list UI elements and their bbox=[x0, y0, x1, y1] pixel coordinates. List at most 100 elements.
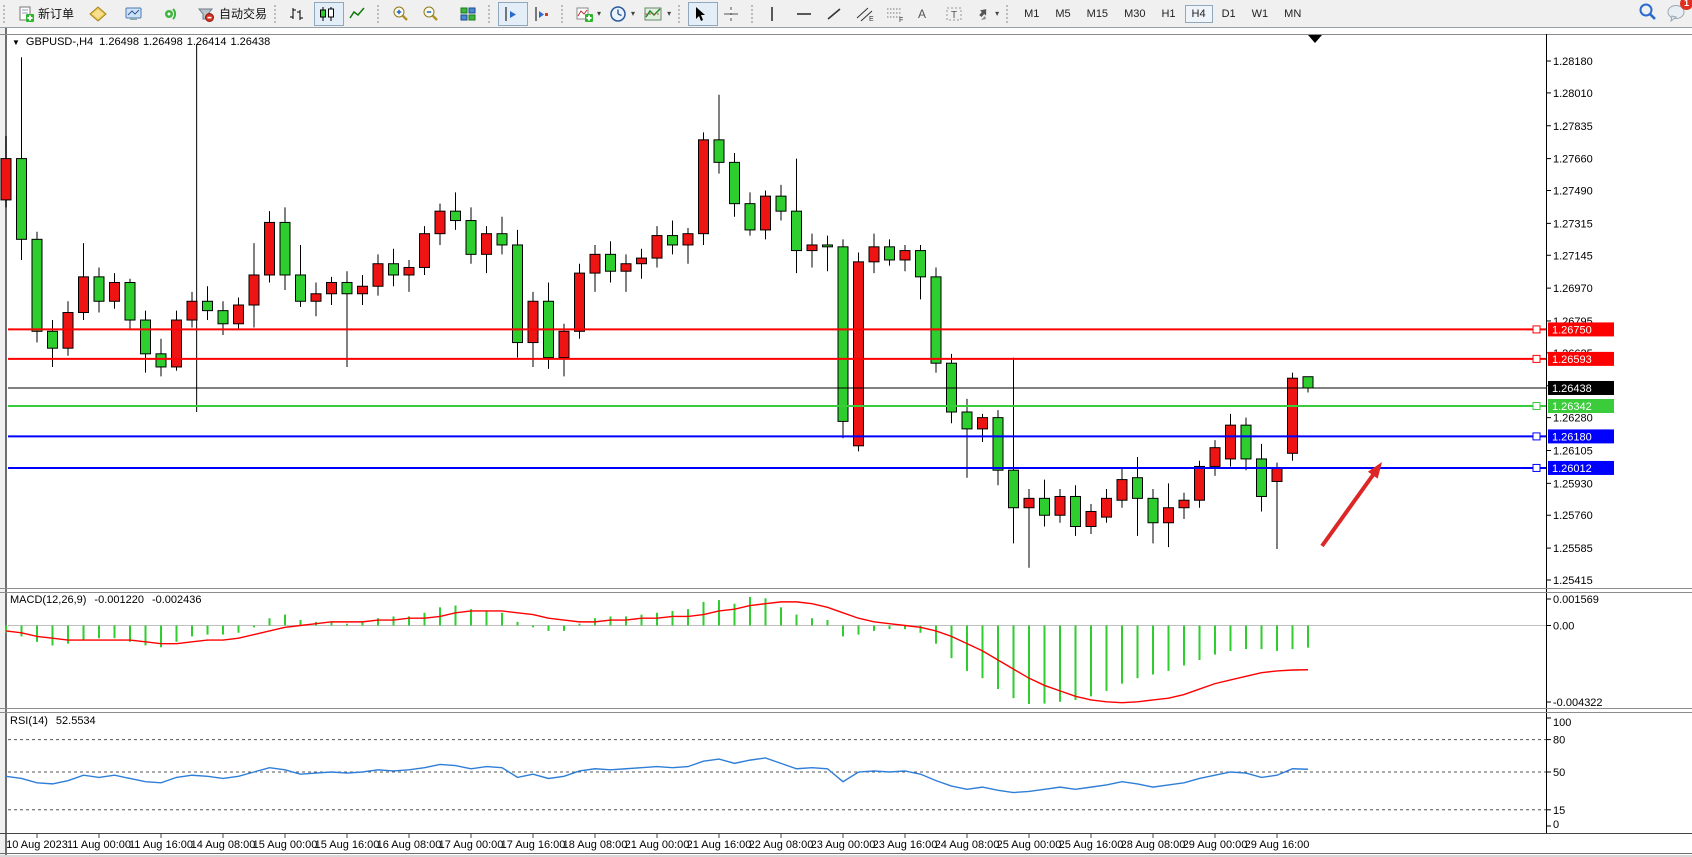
chart-title: ▼ GBPUSD-,H4 1.26498 1.26498 1.26414 1.2… bbox=[12, 36, 270, 48]
hline-handle[interactable] bbox=[1532, 354, 1541, 363]
date-tick-label: 29 Aug 16:00 bbox=[1245, 839, 1310, 851]
candle-bull bbox=[109, 281, 120, 302]
crosshair-button[interactable] bbox=[718, 2, 748, 26]
open-value: 1.26498 bbox=[99, 36, 139, 48]
new-order-button[interactable]: 新订单 bbox=[13, 2, 78, 26]
macd-tick-label: 0.001569 bbox=[1553, 594, 1599, 606]
tf-button-mn[interactable]: MN bbox=[1284, 7, 1302, 20]
price-label-box bbox=[1548, 460, 1614, 475]
candle-bear bbox=[729, 161, 740, 205]
macd-indicator-label: MACD(12,26,9) -0.001220 -0.002436 bbox=[10, 594, 202, 606]
tf-button-m15[interactable]: M15 bbox=[1086, 7, 1109, 20]
alerts-button[interactable] bbox=[156, 2, 186, 26]
candle-bull bbox=[527, 300, 539, 344]
candle-bull bbox=[248, 274, 260, 306]
date-tick-label: 18 Aug 08:00 bbox=[563, 839, 628, 851]
templates-dropdown-caret[interactable]: ▾ bbox=[667, 9, 672, 18]
date-tick-label: 21 Aug 00:00 bbox=[625, 839, 690, 851]
candle-bear bbox=[1008, 469, 1019, 509]
high-value: 1.26498 bbox=[142, 36, 183, 48]
trendline-tool-button[interactable] bbox=[821, 2, 851, 26]
hline-handle[interactable] bbox=[1532, 401, 1541, 410]
new-order-icon bbox=[17, 5, 35, 23]
price-tick-label: 1.27660 bbox=[1553, 154, 1593, 166]
hline-handle[interactable] bbox=[1532, 432, 1541, 441]
rsi-value: 52.5534 bbox=[55, 715, 96, 727]
candle-bear bbox=[140, 319, 151, 355]
candle-bull bbox=[1209, 447, 1221, 467]
tile-windows-button[interactable] bbox=[455, 2, 485, 26]
candle-bear bbox=[16, 158, 27, 240]
date-tick-label: 29 Aug 00:00 bbox=[1183, 839, 1248, 851]
periods-dropdown-caret[interactable]: ▾ bbox=[631, 9, 636, 18]
chart-profile-button[interactable] bbox=[84, 2, 114, 26]
chart-collapse-icon[interactable]: ▼ bbox=[12, 37, 20, 47]
toolbar: 新订单 bbox=[0, 0, 1692, 28]
arrows-tool-button[interactable]: ▾ bbox=[971, 2, 1003, 26]
fibonacci-tool-button[interactable]: F bbox=[881, 2, 911, 26]
arrow-annotation-head[interactable] bbox=[1367, 462, 1382, 479]
price-label-text: 1.26342 bbox=[1552, 401, 1592, 413]
template-icon bbox=[643, 5, 663, 23]
toolbar-grip bbox=[1006, 4, 1012, 23]
bars-chart-button[interactable] bbox=[284, 2, 314, 26]
auto-trading-button[interactable]: 自动交易 bbox=[192, 2, 271, 26]
candle-bear bbox=[124, 281, 136, 321]
templates-button[interactable]: ▾ bbox=[639, 2, 675, 26]
text-tool-button[interactable]: A bbox=[911, 2, 941, 26]
candle-bull bbox=[326, 281, 337, 295]
candle-bull bbox=[0, 158, 12, 201]
toolbar-grip bbox=[751, 4, 757, 23]
horizontal-line-tool-button[interactable] bbox=[791, 2, 821, 26]
search-icon[interactable] bbox=[1638, 2, 1658, 27]
toolbar-grip bbox=[488, 4, 494, 23]
candle-bull bbox=[620, 263, 632, 272]
price-label-text: 1.26593 bbox=[1552, 354, 1592, 366]
low-value: 1.26414 bbox=[186, 36, 227, 48]
label-tool-button[interactable]: T bbox=[941, 2, 971, 26]
periods-button[interactable]: ▾ bbox=[605, 2, 639, 26]
candle-bear bbox=[1302, 376, 1314, 389]
macd-tick-label: -0.004322 bbox=[1553, 697, 1603, 709]
price-tick-label: 1.28180 bbox=[1553, 56, 1593, 68]
toolbar-grip bbox=[678, 4, 684, 23]
trendline-icon bbox=[825, 5, 843, 23]
tf-button-m5[interactable]: M5 bbox=[1055, 7, 1071, 20]
indicators-dropdown-caret[interactable]: ▾ bbox=[597, 9, 602, 18]
candle-bull bbox=[589, 253, 601, 274]
auto-scroll-button[interactable] bbox=[498, 1, 529, 26]
tf-button-d1[interactable]: D1 bbox=[1221, 7, 1236, 20]
candle-bull bbox=[434, 210, 446, 235]
candle-bear bbox=[791, 210, 802, 252]
hline-handle[interactable] bbox=[1532, 463, 1541, 472]
candle-bear bbox=[1147, 497, 1159, 524]
channel-tool-button[interactable]: E bbox=[851, 2, 881, 26]
price-label-text: 1.26750 bbox=[1552, 324, 1592, 336]
candle-bull bbox=[760, 195, 771, 231]
cursor-button[interactable] bbox=[688, 1, 719, 26]
vertical-line-tool-button[interactable] bbox=[761, 2, 791, 26]
channel-icon: E bbox=[855, 5, 875, 23]
chart-shift-marker[interactable] bbox=[1308, 35, 1322, 43]
hline-handle[interactable] bbox=[1532, 325, 1541, 334]
symbol-period-label: GBPUSD-,H4 bbox=[25, 36, 94, 48]
tf-button-m1[interactable]: M1 bbox=[1024, 7, 1040, 20]
tf-button-w1[interactable]: W1 bbox=[1251, 7, 1269, 20]
tf-button-h4[interactable]: H4 bbox=[1184, 4, 1213, 23]
zoom-out-button[interactable] bbox=[417, 2, 447, 26]
tf-button-h1[interactable]: H1 bbox=[1161, 7, 1176, 20]
arrow-annotation[interactable] bbox=[1320, 473, 1375, 548]
arrows-dropdown-caret[interactable]: ▾ bbox=[995, 9, 1000, 18]
zoom-in-button[interactable] bbox=[387, 2, 417, 26]
candle-bull bbox=[899, 250, 911, 261]
clock-icon bbox=[609, 5, 627, 23]
line-chart-button[interactable] bbox=[344, 2, 374, 26]
notifications-icon[interactable]: 1 bbox=[1666, 0, 1692, 27]
indicators-button[interactable]: ▾ bbox=[571, 2, 605, 26]
chart-shift-button[interactable] bbox=[528, 2, 558, 26]
candles-chart-button[interactable] bbox=[314, 1, 345, 26]
fibonacci-icon: F bbox=[885, 5, 905, 23]
terminal-button[interactable] bbox=[120, 2, 150, 26]
tf-button-m30[interactable]: M30 bbox=[1124, 7, 1146, 20]
